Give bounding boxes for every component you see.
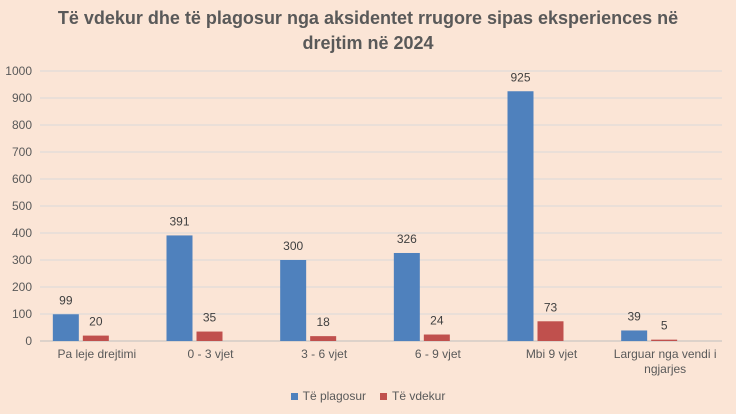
chart-title: Të vdekur dhe të plagosur nga aksidentet… bbox=[0, 6, 736, 56]
bar-plagosur bbox=[393, 252, 420, 341]
legend-label-vdekur: Të vdekur bbox=[392, 389, 446, 403]
y-tick-label: 600 bbox=[12, 172, 32, 186]
data-label: 925 bbox=[510, 70, 530, 84]
bar-vdekur bbox=[423, 334, 450, 341]
bar-plagosur bbox=[166, 235, 193, 341]
bar-vdekur bbox=[196, 331, 223, 341]
y-tick-label: 700 bbox=[12, 145, 32, 159]
data-label: 35 bbox=[203, 311, 217, 325]
legend-label-plagosur: Të plagosur bbox=[302, 389, 366, 403]
legend-item-vdekur: Të vdekur bbox=[380, 389, 445, 403]
bar-vdekur bbox=[537, 321, 564, 341]
legend-swatch-plagosur bbox=[290, 392, 298, 400]
bar-plagosur bbox=[621, 330, 648, 341]
x-tick-label: 0 - 3 vjet bbox=[187, 347, 234, 361]
x-tick-label: 6 - 9 vjet bbox=[415, 347, 462, 361]
data-label: 18 bbox=[316, 315, 330, 329]
y-tick-label: 900 bbox=[12, 91, 32, 105]
y-tick-label: 1000 bbox=[5, 64, 32, 78]
x-tick-label: Larguar nga vendi i bbox=[614, 347, 717, 361]
legend-swatch-vdekur bbox=[380, 392, 387, 400]
legend-item-plagosur: Të plagosur bbox=[290, 389, 366, 403]
x-tick-label: Pa leje drejtimi bbox=[57, 347, 136, 361]
bar-vdekur bbox=[310, 336, 337, 341]
chart-title-line-1: Të vdekur dhe të plagosur nga aksidentet… bbox=[57, 8, 679, 28]
y-tick-label: 300 bbox=[12, 253, 32, 267]
bar-plagosur bbox=[507, 91, 534, 341]
y-tick-label: 0 bbox=[25, 334, 32, 348]
data-label: 391 bbox=[169, 214, 189, 228]
legend: Të plagosur Të vdekur bbox=[0, 389, 736, 403]
data-label: 39 bbox=[627, 309, 641, 323]
data-label: 73 bbox=[544, 300, 558, 314]
data-label: 300 bbox=[283, 239, 303, 253]
data-label: 326 bbox=[397, 232, 417, 246]
y-tick-label: 800 bbox=[12, 118, 32, 132]
data-label: 5 bbox=[661, 319, 668, 333]
chart-title-line-2: drejtim në 2024 bbox=[302, 33, 434, 53]
bar-vdekur bbox=[651, 339, 678, 341]
y-tick-label: 200 bbox=[12, 280, 32, 294]
y-tick-label: 100 bbox=[12, 307, 32, 321]
bar-plagosur bbox=[280, 260, 307, 341]
bar-plagosur bbox=[52, 314, 79, 341]
data-label: 24 bbox=[430, 314, 444, 328]
y-tick-label: 500 bbox=[12, 199, 32, 213]
x-tick-label: Mbi 9 vjet bbox=[526, 347, 578, 361]
bar-vdekur bbox=[82, 335, 109, 341]
y-tick-label: 400 bbox=[12, 226, 32, 240]
data-label: 99 bbox=[59, 293, 73, 307]
data-label: 20 bbox=[89, 315, 103, 329]
x-tick-label: 3 - 6 vjet bbox=[301, 347, 348, 361]
x-tick-label: ngjarjes bbox=[644, 362, 686, 376]
